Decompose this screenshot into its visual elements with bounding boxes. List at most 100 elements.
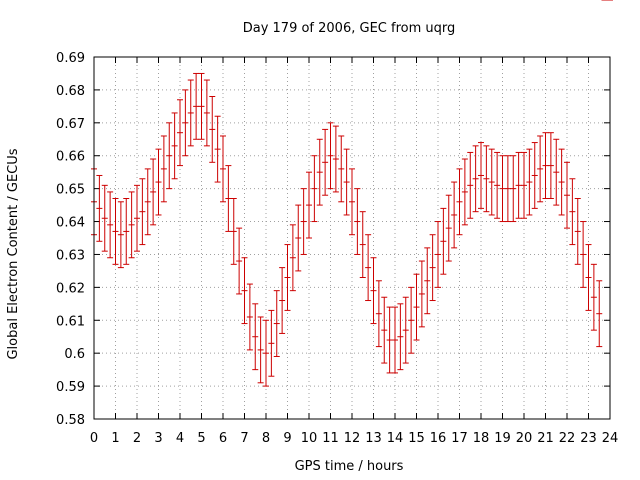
x-tick-label: 18 xyxy=(473,431,490,446)
data-point xyxy=(257,316,264,384)
data-point xyxy=(300,188,307,255)
data-point xyxy=(381,296,388,364)
chart-title: Day 179 of 2006, GEC from uqrg xyxy=(243,21,456,36)
data-point xyxy=(252,303,259,371)
data-point xyxy=(193,72,200,140)
data-point xyxy=(203,79,210,147)
data-point xyxy=(327,122,334,190)
data-point xyxy=(370,257,377,325)
x-tick-label: 23 xyxy=(580,431,597,446)
data-point xyxy=(596,280,603,348)
data-point xyxy=(349,168,355,236)
data-point xyxy=(225,165,232,232)
data-point xyxy=(311,155,318,223)
data-point xyxy=(354,188,361,255)
data-point xyxy=(521,151,527,219)
x-tick-label: 8 xyxy=(262,431,270,446)
x-tick-label: 20 xyxy=(516,431,533,446)
data-point xyxy=(478,142,484,209)
x-tick-label: 2 xyxy=(133,431,141,446)
data-point xyxy=(365,234,372,302)
data-point xyxy=(429,234,436,302)
data-point xyxy=(467,151,474,219)
data-point xyxy=(435,221,441,288)
data-point xyxy=(440,207,447,275)
data-point xyxy=(418,260,425,328)
x-tick-label: 15 xyxy=(408,431,425,446)
data-point xyxy=(268,309,275,377)
data-point xyxy=(263,319,269,387)
data-point xyxy=(306,171,312,239)
data-point xyxy=(585,244,592,311)
data-point xyxy=(547,132,554,200)
data-point xyxy=(182,89,189,157)
data-point xyxy=(590,263,597,331)
data-point xyxy=(155,148,162,216)
data-point xyxy=(295,204,302,272)
x-tick-label: 11 xyxy=(322,431,339,446)
data-point xyxy=(526,148,533,216)
data-point xyxy=(488,148,495,216)
axis-ticks: 0 1 2 3 4 5 6 7 8 9 10 11 12 13 14 15 16 17 18 19 20 21 22 23 24… xyxy=(56,51,618,446)
x-axis-label: GPS time / hours xyxy=(295,459,404,474)
data-point xyxy=(397,303,404,371)
data-point xyxy=(483,145,490,213)
data-point xyxy=(101,184,108,252)
y-tick-label: 0.64 xyxy=(56,216,85,231)
data-point xyxy=(472,145,479,213)
data-point xyxy=(241,257,248,325)
data-point xyxy=(134,184,140,252)
x-tick-label: 17 xyxy=(451,431,468,446)
data-point xyxy=(209,95,216,163)
data-point xyxy=(177,99,183,167)
data-point xyxy=(456,168,463,236)
data-point xyxy=(230,198,237,265)
data-point xyxy=(279,267,286,334)
data-point xyxy=(580,221,587,288)
data-point xyxy=(531,142,538,209)
data-point xyxy=(359,211,366,278)
data-point xyxy=(123,198,130,265)
data-point xyxy=(343,148,350,216)
x-tick-label: 7 xyxy=(240,431,248,446)
data-point xyxy=(166,122,173,190)
data-point xyxy=(322,128,329,196)
data-point xyxy=(112,198,119,265)
data-point xyxy=(574,198,581,265)
x-tick-label: 21 xyxy=(537,431,554,446)
data-point xyxy=(246,283,253,351)
y-tick-label: 0.67 xyxy=(56,117,85,132)
data-point xyxy=(289,224,296,292)
data-point xyxy=(107,191,114,259)
x-tick-label: 14 xyxy=(387,431,404,446)
data-point xyxy=(542,132,549,200)
y-axis-label: Global Electron Content / GECUs xyxy=(6,148,21,359)
data-point xyxy=(402,296,409,364)
x-tick-label: 13 xyxy=(365,431,382,446)
data-point xyxy=(273,290,280,357)
x-tick-label: 12 xyxy=(344,431,361,446)
x-tick-label: 1 xyxy=(111,431,119,446)
data-point xyxy=(160,135,167,203)
x-tick-label: 4 xyxy=(176,431,184,446)
x-tick-label: 22 xyxy=(559,431,576,446)
data-point xyxy=(236,227,243,295)
y-tick-label: 0.6 xyxy=(64,347,85,362)
data-point xyxy=(187,79,194,147)
data-point xyxy=(96,174,103,242)
x-tick-label: 16 xyxy=(430,431,447,446)
data-point xyxy=(316,138,323,206)
data-point xyxy=(392,306,398,374)
y-tick-label: 0.63 xyxy=(56,248,85,263)
data-point xyxy=(537,135,544,203)
x-tick-label: 3 xyxy=(154,431,162,446)
data-point xyxy=(214,115,221,183)
data-point xyxy=(558,148,565,216)
data-point xyxy=(220,135,226,203)
x-tick-label: 9 xyxy=(283,431,291,446)
y-tick-label: 0.58 xyxy=(56,413,85,428)
data-point xyxy=(499,155,506,223)
data-point xyxy=(445,194,452,262)
data-point xyxy=(139,178,146,246)
